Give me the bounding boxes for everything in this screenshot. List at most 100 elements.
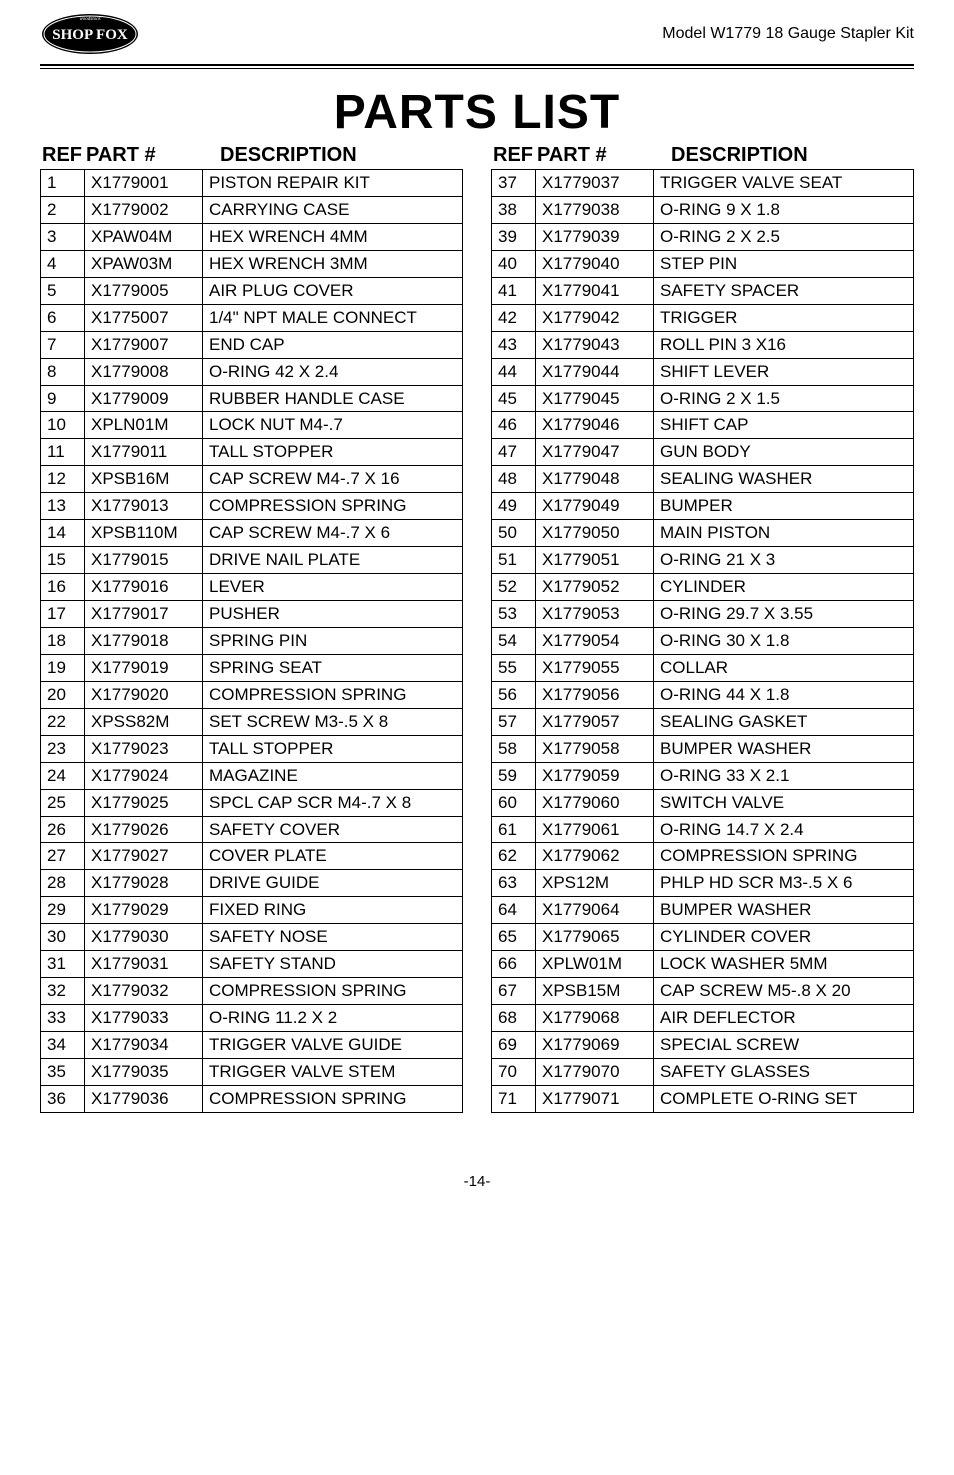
cell-desc: O-RING 11.2 X 2 — [203, 1005, 463, 1032]
cell-part: XPS12M — [536, 870, 654, 897]
table-row: 53X1779053O-RING 29.7 X 3.55 — [492, 601, 914, 628]
cell-desc: TRIGGER VALVE STEM — [203, 1058, 463, 1085]
cell-ref: 9 — [41, 385, 85, 412]
cell-ref: 51 — [492, 547, 536, 574]
cell-desc: SPRING PIN — [203, 627, 463, 654]
cell-part: X1779047 — [536, 439, 654, 466]
cell-desc: SHIFT CAP — [654, 412, 914, 439]
logo-text: SHOP FOX — [52, 27, 128, 43]
table-row: 2X1779002CARRYING CASE — [41, 196, 463, 223]
cell-ref: 16 — [41, 574, 85, 601]
cell-part: XPSS82M — [85, 708, 203, 735]
table-row: 39X1779039O-RING 2 X 2.5 — [492, 223, 914, 250]
cell-desc: COMPRESSION SPRING — [203, 681, 463, 708]
table-row: 26X1779026SAFETY COVER — [41, 816, 463, 843]
cell-part: X1779030 — [85, 924, 203, 951]
cell-ref: 19 — [41, 654, 85, 681]
cell-part: X1779028 — [85, 870, 203, 897]
cell-part: X1779064 — [536, 897, 654, 924]
cell-part: X1779069 — [536, 1032, 654, 1059]
cell-desc: O-RING 42 X 2.4 — [203, 358, 463, 385]
cell-ref: 13 — [41, 493, 85, 520]
table-row: 57X1779057SEALING GASKET — [492, 708, 914, 735]
cell-ref: 71 — [492, 1085, 536, 1112]
cell-ref: 61 — [492, 816, 536, 843]
cell-part: X1779011 — [85, 439, 203, 466]
cell-desc: CYLINDER — [654, 574, 914, 601]
cell-desc: ROLL PIN 3 X16 — [654, 331, 914, 358]
cell-ref: 23 — [41, 735, 85, 762]
cell-part: X1779016 — [85, 574, 203, 601]
cell-desc: CARRYING CASE — [203, 196, 463, 223]
cell-ref: 10 — [41, 412, 85, 439]
table-row: 6X17750071/4" NPT MALE CONNECT — [41, 304, 463, 331]
cell-desc: SEALING GASKET — [654, 708, 914, 735]
cell-ref: 64 — [492, 897, 536, 924]
cell-ref: 44 — [492, 358, 536, 385]
cell-part: X1779008 — [85, 358, 203, 385]
cell-desc: SHIFT LEVER — [654, 358, 914, 385]
cell-part: X1779051 — [536, 547, 654, 574]
cell-ref: 33 — [41, 1005, 85, 1032]
cell-ref: 28 — [41, 870, 85, 897]
cell-part: X1779002 — [85, 196, 203, 223]
cell-ref: 38 — [492, 196, 536, 223]
cell-part: X1779039 — [536, 223, 654, 250]
table-row: 30X1779030SAFETY NOSE — [41, 924, 463, 951]
cell-desc: LOCK NUT M4-.7 — [203, 412, 463, 439]
table-row: 8X1779008O-RING 42 X 2.4 — [41, 358, 463, 385]
cell-part: X1779070 — [536, 1058, 654, 1085]
page-header: SHOP FOX woodstock Model W1779 18 Gauge … — [0, 0, 954, 64]
cell-ref: 47 — [492, 439, 536, 466]
cell-desc: 1/4" NPT MALE CONNECT — [203, 304, 463, 331]
cell-part: X1779061 — [536, 816, 654, 843]
cell-ref: 5 — [41, 277, 85, 304]
header-part: PART # — [537, 144, 657, 167]
cell-ref: 35 — [41, 1058, 85, 1085]
table-row: 32X1779032COMPRESSION SPRING — [41, 978, 463, 1005]
cell-desc: CAP SCREW M4-.7 X 6 — [203, 520, 463, 547]
cell-desc: COVER PLATE — [203, 843, 463, 870]
cell-part: X1779018 — [85, 627, 203, 654]
cell-part: X1779050 — [536, 520, 654, 547]
cell-part: X1779035 — [85, 1058, 203, 1085]
table-row: 7X1779007END CAP — [41, 331, 463, 358]
cell-desc: BUMPER WASHER — [654, 735, 914, 762]
header-desc: DESCRIPTION — [657, 144, 912, 167]
cell-desc: COMPRESSION SPRING — [203, 978, 463, 1005]
cell-ref: 1 — [41, 170, 85, 197]
table-row: 68X1779068AIR DEFLECTOR — [492, 1005, 914, 1032]
cell-desc: BUMPER WASHER — [654, 897, 914, 924]
table-row: 45X1779045O-RING 2 X 1.5 — [492, 385, 914, 412]
cell-ref: 55 — [492, 654, 536, 681]
cell-ref: 4 — [41, 250, 85, 277]
table-row: 18X1779018SPRING PIN — [41, 627, 463, 654]
cell-part: X1779054 — [536, 627, 654, 654]
cell-desc: AIR DEFLECTOR — [654, 1005, 914, 1032]
cell-desc: COMPRESSION SPRING — [654, 843, 914, 870]
cell-desc: COMPRESSION SPRING — [203, 1085, 463, 1112]
table-row: 35X1779035TRIGGER VALVE STEM — [41, 1058, 463, 1085]
cell-ref: 27 — [41, 843, 85, 870]
table-row: 71X1779071COMPLETE O-RING SET — [492, 1085, 914, 1112]
cell-desc: PISTON REPAIR KIT — [203, 170, 463, 197]
cell-part: X1779040 — [536, 250, 654, 277]
cell-ref: 20 — [41, 681, 85, 708]
cell-part: X1779037 — [536, 170, 654, 197]
svg-text:woodstock: woodstock — [79, 17, 101, 22]
cell-desc: O-RING 30 X 1.8 — [654, 627, 914, 654]
cell-ref: 2 — [41, 196, 85, 223]
table-row: 12XPSB16MCAP SCREW M4-.7 X 16 — [41, 466, 463, 493]
cell-part: X1779060 — [536, 789, 654, 816]
cell-desc: MAGAZINE — [203, 762, 463, 789]
cell-ref: 22 — [41, 708, 85, 735]
table-row: 23X1779023TALL STOPPER — [41, 735, 463, 762]
cell-ref: 65 — [492, 924, 536, 951]
cell-desc: TALL STOPPER — [203, 735, 463, 762]
cell-ref: 36 — [41, 1085, 85, 1112]
cell-part: X1779065 — [536, 924, 654, 951]
table-row: 15X1779015DRIVE NAIL PLATE — [41, 547, 463, 574]
left-column: REF PART # DESCRIPTION 1X1779001PISTON R… — [40, 144, 463, 1113]
table-row: 67XPSB15MCAP SCREW M5-.8 X 20 — [492, 978, 914, 1005]
cell-ref: 41 — [492, 277, 536, 304]
